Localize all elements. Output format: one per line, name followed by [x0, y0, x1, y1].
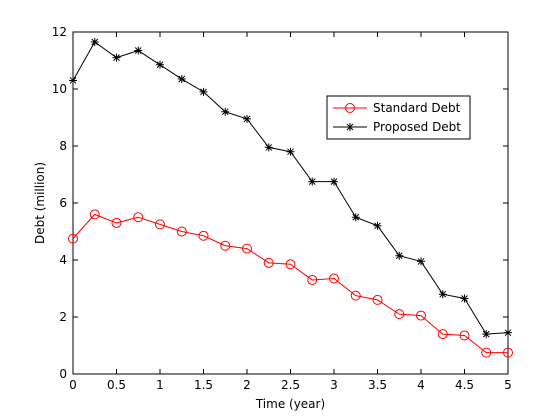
series-line [72, 213, 508, 354]
data-point [395, 251, 404, 260]
data-point [329, 273, 339, 284]
data-point [438, 290, 447, 299]
x-tick-label: 0.5 [107, 378, 126, 392]
data-point [285, 259, 296, 270]
data-point [394, 309, 405, 320]
data-point [90, 37, 99, 46]
legend-label: Proposed Debt [373, 120, 461, 134]
data-point [503, 347, 513, 358]
data-point [112, 53, 121, 62]
data-point [263, 257, 274, 268]
data-point [373, 221, 382, 230]
y-tick-label: 4 [59, 253, 67, 267]
data-point [68, 233, 78, 244]
data-point [416, 310, 426, 321]
data-point [89, 209, 100, 220]
data-point [134, 46, 143, 55]
y-tick-label: 8 [59, 139, 67, 153]
data-point [156, 60, 164, 69]
data-point [111, 217, 122, 228]
x-tick-label: 5 [504, 378, 512, 392]
data-point [459, 330, 470, 341]
data-point [286, 147, 295, 156]
data-point [350, 290, 361, 301]
data-point [372, 294, 383, 305]
x-tick-label: 2.5 [281, 378, 300, 392]
data-point [69, 76, 77, 85]
axis-ticks: 0 0.5 1 1.5 2 2.5 3 3.5 4 4.5 5 0 2 4 6 8 10 12 [52, 25, 512, 392]
y-axis-label: Debt (million) [33, 162, 47, 244]
data-point [176, 226, 187, 237]
data-point [243, 114, 251, 123]
x-tick-label: 3.5 [368, 378, 387, 392]
x-tick-label: 1 [156, 378, 164, 392]
data-point [460, 294, 469, 303]
plot-area [72, 31, 509, 375]
data-point [242, 243, 252, 254]
data-point [482, 330, 491, 339]
data-point [504, 328, 512, 337]
x-axis-label: Time (year) [255, 397, 325, 411]
legend-marker [346, 123, 354, 131]
x-tick-label: 0 [69, 378, 77, 392]
legend: Standard Debt Proposed Debt [326, 95, 471, 140]
data-point [330, 177, 338, 186]
data-point [155, 219, 165, 230]
legend-item: Proposed Debt [333, 120, 461, 134]
data-point [221, 107, 230, 116]
y-tick-label: 6 [59, 196, 67, 210]
data-point [264, 143, 273, 152]
legend-marker [345, 103, 355, 113]
legend-item: Standard Debt [333, 101, 461, 115]
data-point [220, 240, 231, 251]
data-point [133, 212, 144, 223]
series-group [68, 37, 513, 358]
x-tick-label: 2 [243, 378, 251, 392]
data-point [307, 274, 318, 285]
x-tick-label: 4.5 [455, 378, 474, 392]
data-point [198, 230, 209, 241]
data-point [437, 329, 448, 340]
y-tick-label: 2 [59, 310, 67, 324]
data-point [481, 347, 492, 358]
legend-label: Standard Debt [373, 101, 461, 115]
data-point [308, 177, 317, 186]
series-1 [69, 37, 512, 339]
data-point [351, 213, 360, 222]
x-tick-label: 1.5 [194, 378, 213, 392]
series-0 [68, 209, 513, 358]
y-tick-label: 12 [52, 25, 67, 39]
y-tick-label: 10 [52, 82, 67, 96]
x-tick-label: 4 [417, 378, 425, 392]
y-tick-label: 0 [59, 367, 67, 381]
data-point [177, 75, 186, 84]
data-point [199, 87, 208, 96]
data-point [417, 257, 425, 266]
x-tick-label: 3 [330, 378, 338, 392]
